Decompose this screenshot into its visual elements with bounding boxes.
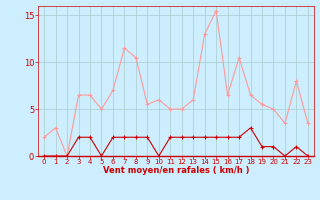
- X-axis label: Vent moyen/en rafales ( km/h ): Vent moyen/en rafales ( km/h ): [103, 166, 249, 175]
